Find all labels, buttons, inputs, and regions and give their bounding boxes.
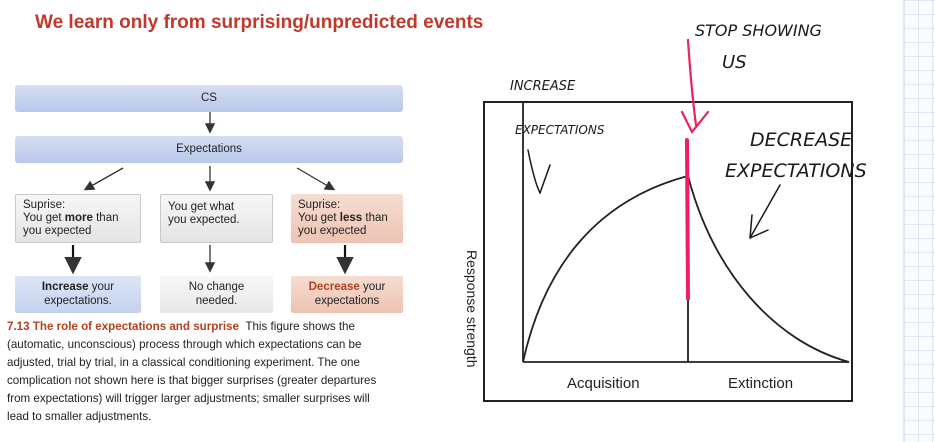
note-stop-showing: STOP SHOWING: [695, 21, 822, 40]
decrease-box: Decrease your expectations: [291, 276, 403, 313]
caption-text: This figure shows the (automatic, uncons…: [7, 320, 377, 423]
no-change-text: No change needed.: [188, 281, 245, 307]
increase-box: Increase your expectations.: [15, 276, 141, 313]
caption-label: 7.13 The role of expectations and surpri…: [7, 320, 239, 333]
note-us: US: [722, 52, 747, 73]
note-decrease: DECREASE: [750, 129, 852, 151]
decrease-text: Decrease your expectations: [308, 281, 386, 307]
pen-arrow-up-shaft: [527, 149, 541, 194]
surprise-less-text: Suprise: You get less than you expected: [298, 198, 388, 238]
figure-caption: 7.13 The role of expectations and surpri…: [7, 318, 387, 426]
surprise-more-text: Suprise: You get more than you expected: [23, 198, 119, 238]
as-expected-text: You get what you expected.: [168, 201, 240, 227]
note-increase-expectations: EXPECTATIONS: [515, 123, 605, 137]
as-expected-box: You get what you expected.: [160, 194, 273, 243]
note-increase: INCREASE: [510, 79, 576, 94]
note-decrease-expectations: EXPECTATIONS: [725, 160, 867, 182]
cs-box: CS: [15, 85, 403, 112]
surprise-more-box: Suprise: You get more than you expected: [15, 194, 141, 243]
pen-arrow-up-head: [539, 164, 551, 194]
side-grid-panel: [903, 0, 935, 442]
response-strength-graph: [483, 101, 853, 402]
pink-arrowhead: [680, 110, 710, 135]
handwritten-annotations: STOP SHOWING US INCREASE EXPECTATIONS DE…: [510, 21, 867, 300]
acquisition-curve: [522, 175, 689, 363]
pink-stroke-top: [686, 38, 698, 127]
pen-arrow-down-head: [749, 214, 769, 239]
arrow-to-more: [83, 167, 124, 191]
slide-title: We learn only from surprising/unpredicte…: [35, 12, 484, 33]
x-label-extinction: Extinction: [728, 375, 794, 392]
no-change-box: No change needed.: [160, 276, 273, 313]
pen-arrow-down-shaft: [749, 184, 781, 239]
pink-highlight-line: [685, 138, 690, 300]
expectations-box: Expectations: [15, 136, 403, 163]
surprise-less-box: Suprise: You get less than you expected: [291, 194, 403, 243]
arrow-to-less: [296, 167, 336, 191]
extinction-curve: [687, 175, 850, 363]
increase-text: Increase your expectations.: [41, 281, 115, 307]
flowchart-arrows: [64, 112, 354, 275]
x-label-acquisition: Acquisition: [567, 375, 640, 392]
